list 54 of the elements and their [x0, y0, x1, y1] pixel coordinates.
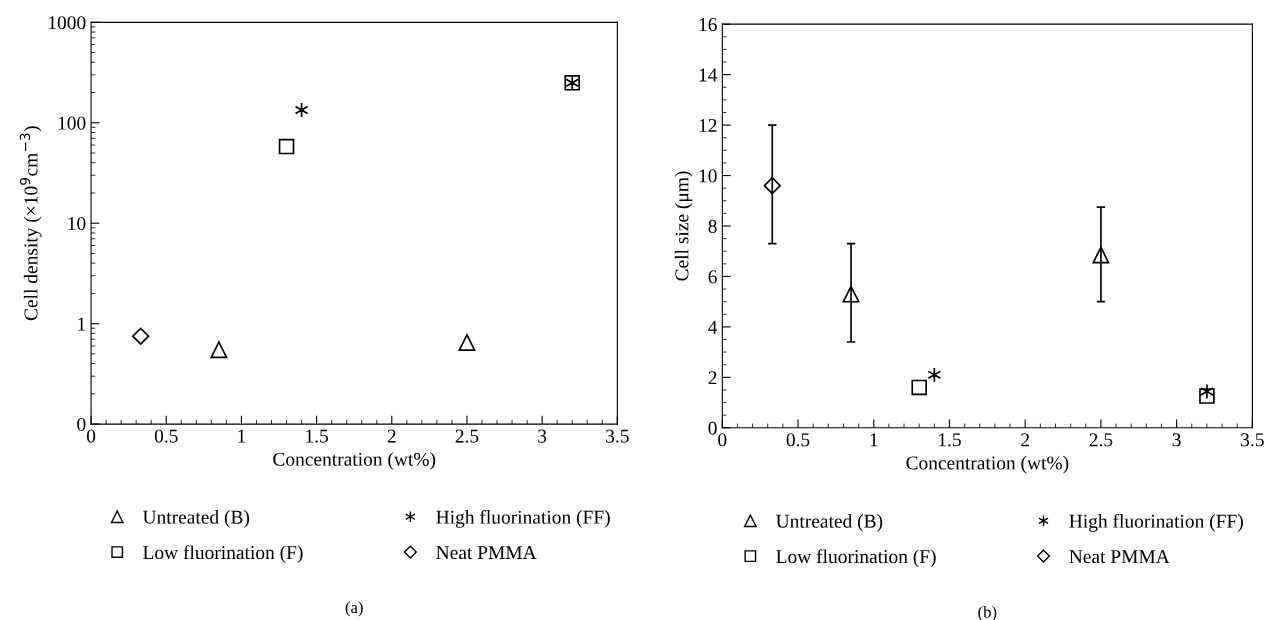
y-tick-label: 10: [699, 169, 717, 183]
y-tick-label: 100: [58, 116, 86, 130]
x-tick-label: 3: [538, 429, 547, 443]
y-tick-label: 16: [699, 18, 717, 32]
legend-label: High fluorination (FF): [436, 509, 610, 528]
point: [458, 333, 476, 351]
x-tick-label: 3.5: [606, 429, 629, 443]
legend-label: High fluorination (FF): [1069, 513, 1243, 532]
y-tick-label: 6: [708, 270, 717, 284]
x-tick-label: 1.5: [306, 429, 328, 443]
legend-label: Neat PMMA: [436, 546, 537, 560]
point: [1200, 383, 1214, 400]
legend-label: Low fluorination (F): [143, 545, 303, 564]
y-tick-label: 12: [699, 118, 717, 132]
point: [294, 102, 309, 118]
x-tick-label: 1: [870, 433, 878, 447]
x-tick-label: 2.5: [455, 429, 479, 443]
point: [1199, 388, 1215, 404]
legend-label: Untreated (B): [776, 514, 883, 532]
y-tick-label: 1: [78, 317, 86, 331]
point: [927, 367, 942, 383]
x-tick-label: 0.5: [786, 433, 810, 447]
y-tick-label: 0: [77, 417, 86, 432]
x-tick-label: 0.5: [154, 429, 178, 443]
x-axis-title: Concentration (wt%): [906, 455, 1069, 474]
point: [278, 138, 295, 155]
x-tick-label: 2: [1021, 433, 1029, 447]
x-tick-label: 0: [86, 429, 96, 443]
y-axis-title: Cell density (×10$^{9}$cm$^{−3}$): [19, 126, 42, 321]
x-tick-label: 1.5: [939, 433, 961, 447]
y-tick-label: 4: [708, 320, 718, 334]
point: [132, 327, 150, 345]
y-tick-label: 2: [708, 371, 717, 385]
text: (a): [345, 601, 363, 617]
point: [210, 341, 228, 359]
point: [763, 176, 781, 195]
x-tick-label: 1: [238, 429, 246, 443]
point: [1092, 246, 1110, 264]
y-tick-label: 10: [68, 217, 86, 231]
legend-label: Untreated (B): [142, 510, 250, 528]
y-tick-label: 1000: [49, 16, 86, 30]
x-tick-label: 0: [718, 433, 727, 447]
x-tick-label: 2: [387, 429, 396, 443]
x-tick-label: 3.5: [1241, 433, 1264, 447]
y-axis-title: Cell size (μm): [674, 171, 693, 281]
legend-label: Low fluorination (F): [776, 549, 936, 568]
point: [911, 379, 927, 396]
x-axis-title: Concentration (wt%): [273, 452, 436, 470]
y-tick-label: 8: [708, 219, 717, 233]
legend-label: Neat PMMA: [1069, 550, 1170, 564]
point: [842, 285, 860, 303]
x-tick-label: 2.5: [1089, 433, 1113, 447]
y-tick-label: 14: [699, 68, 718, 82]
x-tick-label: 3: [1172, 433, 1181, 447]
